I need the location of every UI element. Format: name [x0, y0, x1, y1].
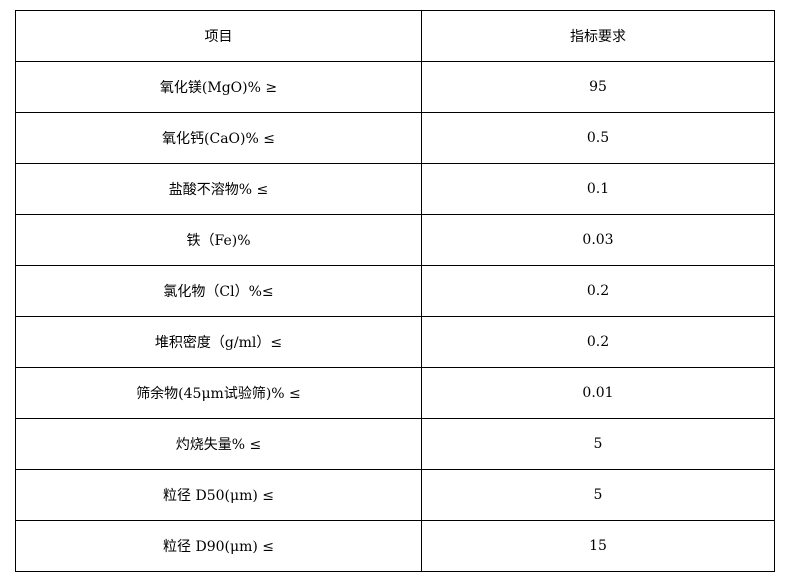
value-cell: 95 — [421, 61, 775, 113]
table-row: 氧化镁(MgO)% ≥95 — [15, 61, 775, 113]
table-row: 氯化物（Cl）%≤ 0.2 — [15, 265, 775, 317]
table-row: 粒径 D90(μm) ≤15 — [15, 520, 775, 572]
item-cell: 灼烧失量% ≤ — [15, 418, 422, 470]
value-cell: 0.5 — [421, 112, 775, 164]
item-cell: 氧化钙(CaO)% ≤ — [15, 112, 422, 164]
value-cell: 15 — [421, 520, 775, 572]
header-requirement: 指标要求 — [421, 10, 775, 62]
value-cell: 0.03 — [421, 214, 775, 266]
table-row: 灼烧失量% ≤5 — [15, 418, 775, 470]
value-cell: 0.2 — [421, 316, 775, 368]
table-row: 铁（Fe)% 0.03 — [15, 214, 775, 266]
value-cell: 0.1 — [421, 163, 775, 215]
spec-table: 项目 指标要求 氧化镁(MgO)% ≥95 氧化钙(CaO)% ≤0.5 盐酸不溶物… — [15, 10, 775, 572]
item-cell: 堆积密度（g/ml）≤ — [15, 316, 422, 368]
item-cell: 粒径 D90(μm) ≤ — [15, 520, 422, 572]
item-cell: 粒径 D50(μm) ≤ — [15, 469, 422, 521]
header-item: 项目 — [15, 10, 422, 62]
table-row: 盐酸不溶物% ≤0.1 — [15, 163, 775, 215]
item-cell: 铁（Fe)% — [15, 214, 422, 266]
value-cell: 0.01 — [421, 367, 775, 419]
value-cell: 5 — [421, 418, 775, 470]
value-cell: 5 — [421, 469, 775, 521]
item-cell: 筛余物(45μm试验筛)% ≤ — [15, 367, 422, 419]
item-cell: 氧化镁(MgO)% ≥ — [15, 61, 422, 113]
item-cell: 盐酸不溶物% ≤ — [15, 163, 422, 215]
table-row: 氧化钙(CaO)% ≤0.5 — [15, 112, 775, 164]
value-cell: 0.2 — [421, 265, 775, 317]
header-row: 项目 指标要求 — [15, 10, 775, 62]
item-cell: 氯化物（Cl）%≤ — [15, 265, 422, 317]
table-row: 粒径 D50(μm) ≤5 — [15, 469, 775, 521]
table-row: 堆积密度（g/ml）≤ 0.2 — [15, 316, 775, 368]
table-row: 筛余物(45μm试验筛)% ≤0.01 — [15, 367, 775, 419]
